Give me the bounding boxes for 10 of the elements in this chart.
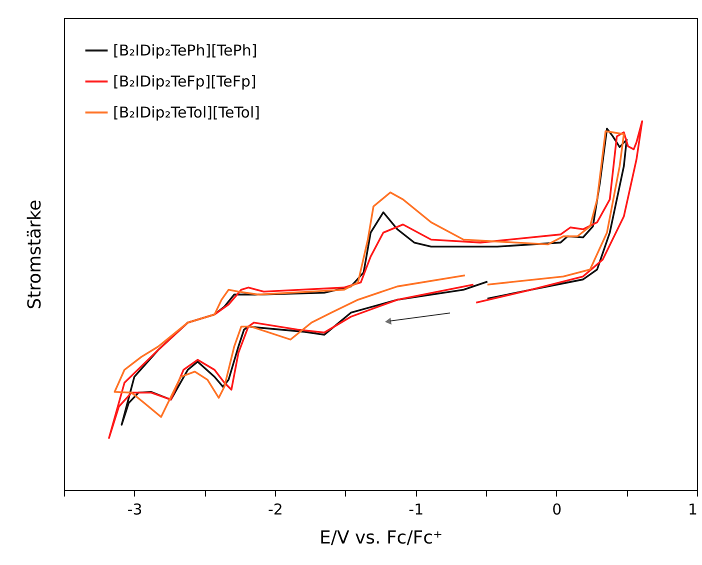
x-tick-label: -2 (268, 500, 283, 518)
x-axis-title: E/V vs. Fc/Fc⁺ (319, 528, 443, 548)
legend-label: [B₂IDip₂TeFp][TeFp] (113, 72, 256, 90)
x-tick-label: -1 (408, 500, 424, 518)
y-axis-title: Stromstärke (24, 200, 46, 310)
x-tick-label: -3 (127, 500, 142, 518)
x-tick-label: 1 (688, 500, 698, 518)
legend-label: [B₂IDip₂TeTol][TeTol] (113, 104, 260, 122)
legend-label: [B₂IDip₂TePh][TePh] (113, 42, 258, 60)
x-tick-label: 0 (552, 500, 562, 518)
